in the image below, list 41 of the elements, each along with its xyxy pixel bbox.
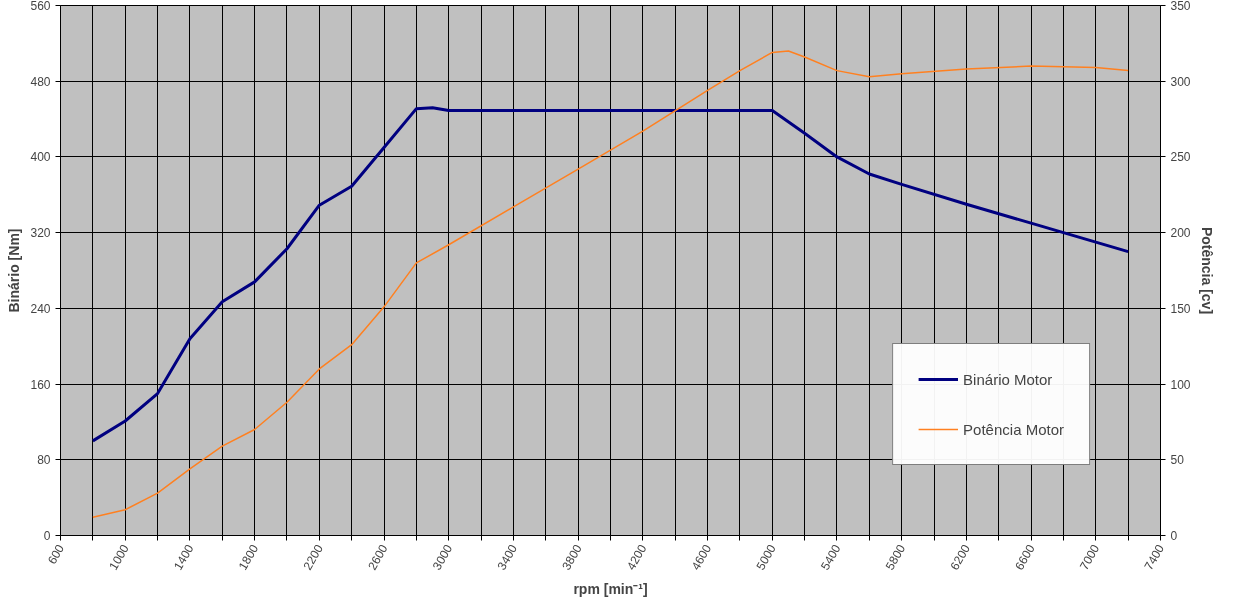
x-tick-label: 1000 bbox=[106, 541, 132, 573]
y2-tick-label: 50 bbox=[1170, 453, 1185, 468]
line-series bbox=[91, 106, 1130, 443]
x-tick-label: 3400 bbox=[494, 541, 521, 573]
x-tick-label: 4600 bbox=[688, 541, 715, 573]
y-tick-label: 160 bbox=[30, 377, 51, 392]
y-tick-label: 480 bbox=[30, 74, 51, 89]
y-tick-label: 400 bbox=[30, 150, 51, 165]
y-tick-label: 80 bbox=[37, 453, 51, 468]
y2-tick-label: 300 bbox=[1170, 74, 1191, 89]
legend-label: Binário Motor bbox=[963, 370, 1053, 388]
y-tick-label: 320 bbox=[30, 226, 51, 241]
x-tick-label: 7400 bbox=[1141, 541, 1168, 573]
x-tick-label: 5000 bbox=[753, 541, 779, 573]
x-tick-label: 7000 bbox=[1076, 541, 1103, 573]
x-tick-label: 4200 bbox=[623, 541, 650, 573]
x-tick-label: 5400 bbox=[818, 541, 844, 573]
x-tick-label: 600 bbox=[44, 541, 68, 567]
legend-label: Potência Motor bbox=[963, 420, 1064, 438]
x-tick-label: 5800 bbox=[882, 541, 909, 573]
x-axis-title: rpm [min⁻¹] bbox=[573, 581, 648, 598]
line-series bbox=[92, 50, 1129, 519]
y2-axis-title: Potência [cv] bbox=[1198, 226, 1215, 315]
y2-tick-label: 250 bbox=[1170, 150, 1191, 165]
y2-tick-label: 150 bbox=[1170, 301, 1191, 316]
y2-tick-label: 0 bbox=[1170, 529, 1178, 543]
x-tick-label: 1800 bbox=[235, 541, 262, 573]
x-tick-label: 3800 bbox=[559, 541, 585, 573]
x-tick-label: 1400 bbox=[170, 541, 197, 573]
y-tick-label: 0 bbox=[43, 529, 51, 543]
x-tick-label: 2600 bbox=[365, 541, 391, 573]
x-tick-label: 3000 bbox=[429, 541, 456, 573]
x-tick-label: 2200 bbox=[300, 541, 326, 573]
y2-tick-label: 200 bbox=[1170, 226, 1191, 241]
y2-tick-label: 350 bbox=[1170, 0, 1191, 13]
y-tick-label: 240 bbox=[30, 301, 51, 316]
x-tick-label: 6200 bbox=[947, 541, 974, 573]
y-axis-title: Binário [Nm] bbox=[6, 228, 23, 313]
y-tick-label: 560 bbox=[30, 0, 51, 13]
x-tick-label: 6600 bbox=[1012, 541, 1038, 573]
y2-tick-label: 100 bbox=[1170, 377, 1191, 392]
